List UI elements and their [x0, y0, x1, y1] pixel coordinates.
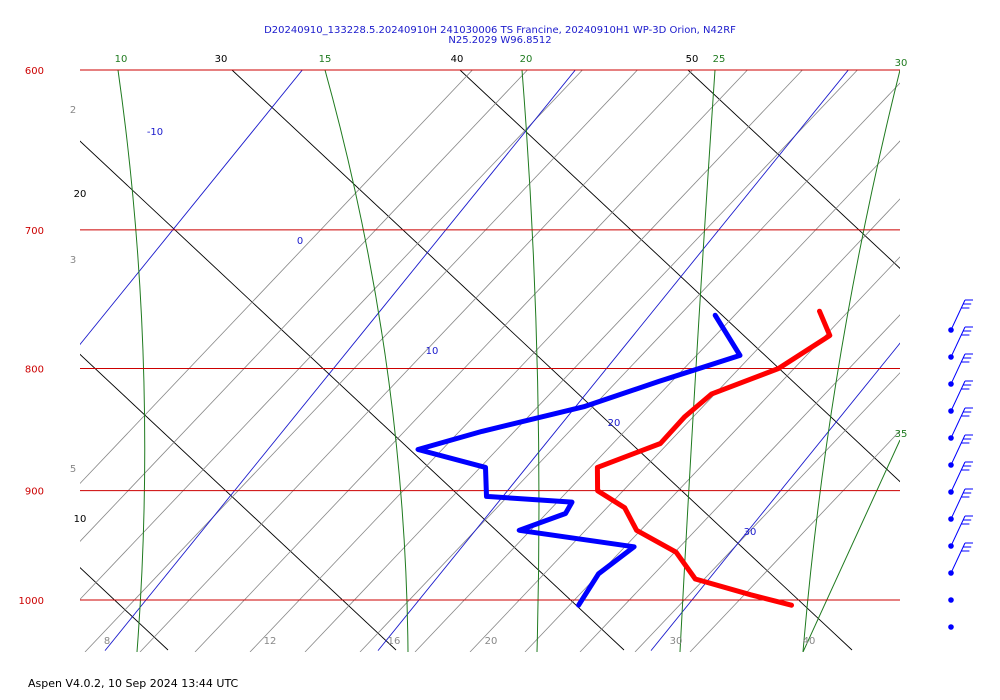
dry-adiabat-label: 10: [74, 514, 87, 525]
isotherms: [0, 35, 1000, 651]
wind-barb-station-dot: [948, 624, 954, 630]
chart-title-line1: D20240910_133228.5.20240910H 241030006 T…: [264, 25, 736, 36]
mixing-ratio-label: 5: [70, 464, 76, 475]
moist-adiabat-label: 15: [319, 54, 332, 65]
dry-adiabat-label: 50: [686, 54, 699, 65]
wind-barb-shaft: [950, 299, 966, 331]
wind-barb-shaft: [950, 380, 966, 412]
mixing-ratio-label: 12: [264, 636, 277, 647]
mixing-ratio-line: [194, 70, 748, 652]
mixing-ratio-line: [304, 70, 858, 652]
mixing-ratio-label: 20: [485, 636, 498, 647]
wind-barb: [950, 434, 973, 466]
sounding-profiles: [415, 308, 833, 608]
temperature-profile: [594, 308, 833, 608]
mixing-ratio-line: [524, 256, 900, 652]
dry-adiabat-line: [80, 140, 625, 651]
wind-barb: [950, 515, 973, 547]
wind-barb: [950, 407, 973, 439]
wind-barb-shaft: [950, 515, 966, 547]
moist-adiabat-label: 10: [115, 54, 128, 65]
wind-barb: [950, 461, 973, 493]
mixing-ratio-line: [689, 430, 900, 652]
mixing-ratio-lines: [80, 70, 900, 652]
pressure-tick-label: 800: [25, 364, 44, 375]
mixing-ratio-line: [84, 70, 638, 652]
isotherm-line: [104, 70, 576, 651]
chart-title-line2: N25.2029 W96.8512: [448, 35, 551, 46]
mixing-ratio-label: 16: [388, 636, 401, 647]
pressure-tick-label: 700: [25, 226, 44, 237]
mixing-ratio-label: 3: [70, 255, 76, 266]
mixing-ratio-line: [579, 314, 900, 652]
dewpoint-profile: [415, 312, 743, 608]
moist-adiabats: [117, 70, 900, 652]
mixing-ratio-line: [634, 372, 900, 652]
dry-adiabat-label: 40: [451, 54, 464, 65]
moist-adiabat-curve: [117, 70, 146, 652]
mixing-ratio-line: [414, 140, 900, 652]
dry-adiabat-label: 20: [74, 189, 87, 200]
isotherm-label: 30: [744, 527, 757, 538]
isotherm-label: -10: [147, 127, 163, 138]
isobars: [80, 69, 900, 601]
wind-barb-shaft: [950, 542, 966, 574]
mixing-ratio-line: [249, 70, 803, 652]
dry-adiabat-line: [459, 70, 900, 483]
mixing-ratio-label: 2: [70, 105, 76, 116]
wind-barb-shaft: [950, 488, 966, 520]
isotherm-label: 0: [297, 236, 303, 247]
wind-barb: [950, 380, 973, 412]
mixing-ratio-line: [80, 70, 528, 542]
wind-barb: [950, 353, 973, 385]
wind-barb: [950, 488, 973, 520]
wind-barb-shaft: [950, 461, 966, 493]
wind-barb-station-dot: [948, 597, 954, 603]
isotherm-line: [80, 70, 303, 346]
isotherm-line: [0, 35, 58, 651]
moist-adiabat-curve: [521, 70, 540, 652]
isotherm-line: [650, 342, 900, 651]
moist-adiabat-curve: [679, 70, 716, 652]
axis-labels: 600 700 800 900 1000 -10 0 10 20 30 10 20 30 40 50 10 15…: [19, 54, 908, 647]
moist-adiabat-curve: [802, 70, 900, 652]
isotherm-label: 20: [608, 418, 621, 429]
dry-adiabat-line: [687, 70, 900, 269]
dry-adiabat-line: [80, 353, 397, 651]
wind-barb-shaft: [950, 407, 966, 439]
moist-adiabat-label: 25: [713, 54, 726, 65]
mixing-ratio-line: [359, 82, 900, 652]
wind-barb: [950, 299, 973, 331]
isotherm-line: [377, 70, 849, 651]
dry-adiabat-line: [916, 70, 1000, 650]
mixing-ratio-line: [469, 198, 900, 652]
pressure-tick-label: 600: [25, 66, 44, 77]
wind-barbs: [948, 299, 973, 630]
wind-barb-shaft: [950, 434, 966, 466]
mixing-ratio-label: 30: [670, 636, 683, 647]
isotherm-line: [924, 35, 1000, 651]
wind-barb: [950, 542, 973, 574]
moist-adiabat-curve: [802, 439, 900, 652]
pressure-tick-label: 1000: [19, 596, 44, 607]
moist-adiabat-label: 20: [520, 54, 533, 65]
pressure-tick-label: 900: [25, 487, 44, 498]
wind-barb-shaft: [950, 353, 966, 385]
dry-adiabat-label: 30: [215, 54, 228, 65]
version-footer: Aspen V4.0.2, 10 Sep 2024 13:44 UTC: [28, 677, 239, 690]
dry-adiabats: [80, 70, 1000, 651]
wind-barb: [950, 326, 973, 358]
dry-adiabat-line: [231, 70, 853, 651]
wind-barb-shaft: [950, 326, 966, 358]
mixing-ratio-line: [80, 70, 583, 600]
mixing-ratio-line: [139, 70, 693, 652]
moist-adiabat-curve: [324, 70, 409, 652]
mixing-ratio-label: 8: [104, 636, 110, 647]
mixing-ratio-label: 40: [803, 636, 816, 647]
moist-adiabat-label: 30: [895, 58, 908, 69]
isotherm-label: 10: [426, 346, 439, 357]
moist-adiabat-label: 35: [895, 429, 908, 440]
mixing-ratio-line: [80, 70, 473, 485]
